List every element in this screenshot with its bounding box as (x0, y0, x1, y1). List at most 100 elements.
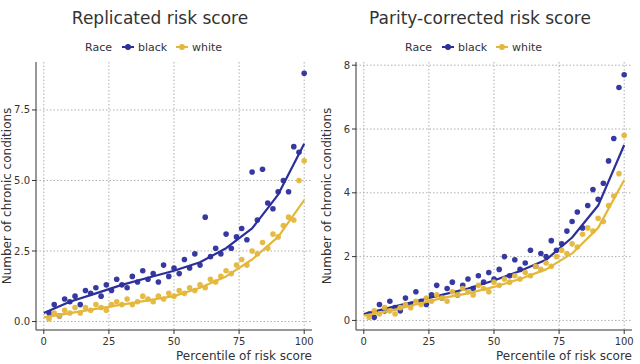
data-point (286, 189, 292, 195)
y-tick (352, 256, 356, 257)
data-point (260, 166, 266, 172)
data-point (270, 206, 276, 212)
y-tick-label: 2.5 (14, 246, 30, 257)
data-point (502, 254, 508, 260)
x-axis-line (36, 330, 312, 331)
data-point (444, 286, 450, 292)
data-point (291, 144, 297, 150)
data-point (156, 279, 162, 285)
x-tick (624, 330, 625, 334)
data-point (611, 136, 617, 142)
data-point (606, 158, 612, 164)
y-grid-line (356, 129, 632, 130)
data-point (564, 228, 570, 234)
y-tick-label: 5.0 (14, 175, 30, 186)
data-point (72, 305, 78, 311)
data-point (301, 158, 307, 164)
legend-marker (499, 44, 505, 50)
data-point (93, 285, 99, 291)
data-point (124, 285, 130, 291)
data-point (176, 288, 182, 294)
data-point (223, 268, 229, 274)
x-tick (559, 330, 560, 334)
data-point (616, 85, 622, 91)
data-point (62, 296, 68, 302)
x-axis-line (356, 330, 632, 331)
legend-marker (125, 44, 131, 50)
data-point (371, 314, 377, 320)
trend-line (364, 180, 624, 316)
data-point (580, 231, 586, 237)
y-tick (352, 129, 356, 130)
data-point (296, 178, 302, 184)
data-point (413, 289, 419, 295)
y-tick (352, 65, 356, 66)
data-point (502, 276, 508, 282)
chart-panel: Parity-corrected risk scoreRaceblackwhit… (320, 8, 634, 363)
x-axis-label: Percentile of risk score (176, 349, 312, 363)
legend-title: Race (85, 41, 112, 54)
data-point (114, 276, 120, 282)
data-point (223, 231, 229, 237)
data-point (104, 282, 110, 288)
y-tick (32, 109, 36, 110)
x-grid-line (363, 62, 364, 330)
x-tick-label: 0 (361, 336, 367, 347)
data-point (382, 305, 388, 311)
y-axis-label: Number of chronic conditions (0, 108, 14, 285)
data-point (522, 270, 528, 276)
data-point (491, 279, 497, 285)
x-axis-label: Percentile of risk score (496, 349, 632, 363)
trend-line (44, 144, 304, 313)
data-point (434, 292, 440, 298)
chart-title: Replicated risk score (72, 8, 248, 28)
data-point (450, 279, 456, 285)
x-tick-label: 50 (168, 336, 181, 347)
data-point (166, 291, 172, 297)
data-point (595, 216, 601, 222)
y-tick-label: 8 (344, 60, 350, 71)
x-tick (363, 330, 364, 334)
legend-marker (445, 44, 451, 50)
x-grid-line (174, 62, 175, 330)
x-grid-line (43, 62, 44, 330)
data-point (301, 70, 307, 76)
y-grid-line (356, 65, 632, 66)
x-tick (428, 330, 429, 334)
data-point (450, 289, 456, 295)
data-point (249, 169, 255, 175)
data-point (476, 283, 482, 289)
data-point (62, 307, 68, 313)
data-point (161, 262, 167, 268)
data-point (130, 274, 136, 280)
chart-panel: Replicated risk scoreRaceblackwhite02550… (0, 8, 314, 363)
data-point (621, 72, 627, 78)
x-tick-label: 25 (103, 336, 116, 347)
data-point (166, 274, 172, 280)
data-point (93, 302, 99, 308)
data-point (98, 293, 104, 299)
legend-marker (179, 44, 185, 50)
x-tick (494, 330, 495, 334)
y-tick-label: 2 (344, 251, 350, 262)
data-point (621, 133, 627, 139)
y-tick-label: 4 (344, 187, 350, 198)
data-point (260, 240, 266, 246)
data-point (616, 171, 622, 177)
x-grid-line (494, 62, 495, 330)
y-tick-label: 7.5 (14, 104, 30, 115)
data-point (585, 203, 591, 209)
trend-line (44, 200, 304, 317)
data-point (140, 268, 146, 274)
data-point (392, 311, 398, 317)
data-point (192, 251, 198, 257)
y-grid-line (356, 256, 632, 257)
x-tick (43, 330, 44, 334)
data-point (522, 260, 528, 266)
legend-label: black (138, 41, 168, 54)
data-point (548, 238, 554, 244)
y-axis-line (36, 62, 37, 330)
x-tick-label: 75 (553, 336, 566, 347)
data-point (124, 296, 130, 302)
y-grid-line (36, 180, 312, 181)
